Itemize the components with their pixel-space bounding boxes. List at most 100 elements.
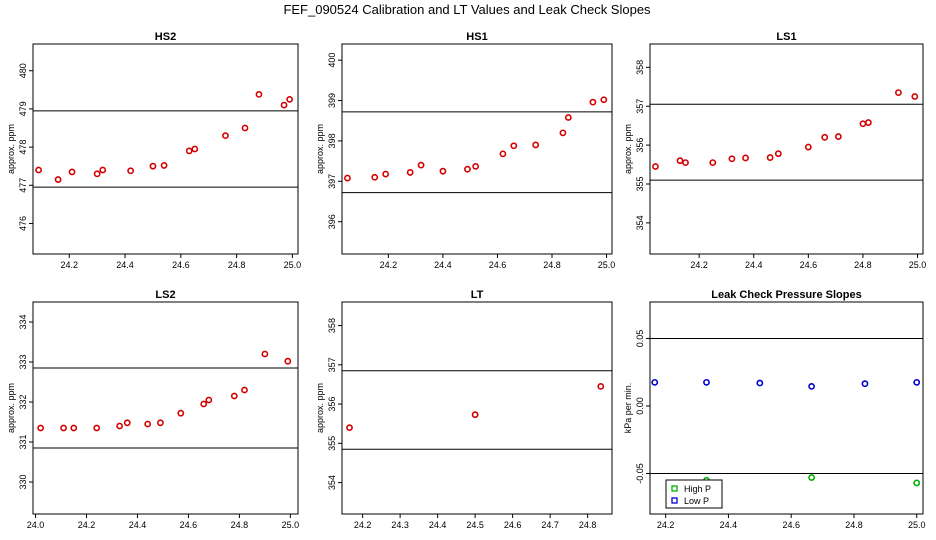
panel-title: LT [471,289,484,301]
data-point [676,157,684,165]
y-axis-label: approx. ppm [6,124,16,174]
x-tick-label: 24.8 [231,520,249,530]
panel-0: HS2 24.2 24.4 24.6 24.8 25.0 476 477 478 479 480 ap… [6,31,301,270]
data-point [865,119,872,126]
plot-frame [649,43,924,255]
x-tick-label: 24.4 [434,260,452,270]
panel-3: LS2 24.0 24.2 24.4 24.6 24.8 25.0 330 331 332 333 3… [6,289,299,530]
y-tick-label: 354 [635,215,645,230]
x-tick-label: 24.4 [745,260,763,270]
x-tick-label: 24.8 [543,260,561,270]
panel-1: HS1 24.2 24.4 24.6 24.8 25.0 396 397 398 399 400 ap… [315,31,615,270]
x-tick-label: 24.7 [541,520,559,530]
data-point [742,154,749,162]
y-tick-label: 398 [327,133,337,148]
data-point [382,170,390,178]
data-point [406,169,414,176]
x-tick-label: 24.6 [782,520,800,530]
x-tick-label: 25.0 [284,260,302,270]
data-point [682,159,689,167]
data-point [116,422,124,430]
y-tick-label: 355 [635,176,645,191]
x-tick-label: 24.4 [129,520,147,530]
y-axis-label: approx. ppm [623,124,633,174]
y-tick-label: 357 [327,357,337,372]
x-tick-label: 24.6 [800,260,818,270]
data-point [60,424,67,432]
x-tick-label: 24.8 [579,520,597,530]
panel-5: Leak Check Pressure Slopes 24.2 24.4 24.6 24… [623,289,925,530]
x-tick-label: 24.4 [116,260,134,270]
data-point [559,129,567,137]
y-tick-label: 479 [18,101,28,116]
data-point [68,168,76,176]
y-axis-label: approx. ppm [315,124,325,174]
y-axis-label: approx. ppm [6,383,16,433]
y-tick-label: 334 [18,314,28,329]
data-point [144,420,152,428]
panel-title: Leak Check Pressure Slopes [711,289,861,301]
y-tick-label: 477 [18,178,28,193]
data-point [510,142,518,150]
x-tick-label: 24.8 [228,260,246,270]
data-point [652,163,659,170]
data-point [160,162,168,169]
x-tick-label: 24.6 [504,520,522,530]
data-point [808,382,816,390]
plot-frame [649,301,924,515]
data-point [177,409,185,417]
data-point [532,141,540,149]
x-tick-label: 24.6 [489,260,507,270]
panel-2: LS1 24.2 24.4 24.6 24.8 25.0 354 355 356 357 358 ap… [623,31,926,270]
data-point [185,147,193,155]
x-tick-label: 25.0 [598,260,616,270]
y-tick-label: -0.05 [635,463,645,484]
panel-title: LS1 [776,31,796,43]
data-point [464,165,471,173]
plot-frame [341,43,613,255]
x-tick-label: 24.0 [27,520,45,530]
data-point [35,166,42,174]
panel-4: LT 24.2 24.3 24.4 24.5 24.6 24.7 24.8 354 355 356 3… [315,289,613,530]
data-point [205,396,213,404]
data-point [346,424,353,432]
x-tick-label: 24.2 [380,260,398,270]
plot-frame [341,301,613,515]
y-tick-label: 0.00 [635,397,645,415]
y-tick-label: 399 [327,93,337,108]
data-point [709,159,717,167]
data-point [861,380,869,388]
x-tick-label: 24.6 [180,520,198,530]
data-point [600,96,608,104]
data-point [774,150,782,158]
legend-label: Low P [684,496,709,506]
plot-frame [32,43,299,255]
x-tick-label: 25.0 [909,260,927,270]
data-point [913,479,921,487]
legend-marker [671,485,678,492]
data-point [728,155,736,163]
y-tick-label: 357 [635,99,645,114]
y-tick-label: 396 [327,214,337,229]
y-axis-label: approx. ppm [315,383,325,433]
y-tick-label: 0.05 [635,330,645,348]
data-point [703,378,710,386]
x-tick-label: 24.6 [172,260,190,270]
data-point [70,424,78,432]
data-point [913,378,921,386]
plot-frame [32,301,299,515]
y-tick-label: 476 [18,216,28,231]
data-point [439,167,447,175]
data-point [564,114,572,121]
x-tick-label: 24.3 [391,520,409,530]
data-point [93,170,101,178]
data-point [230,392,238,400]
data-point [766,154,774,161]
y-tick-label: 356 [327,397,337,412]
data-point [597,383,605,390]
data-point [859,120,867,128]
data-point [157,419,164,427]
y-tick-label: 358 [327,318,337,333]
legend-marker [671,497,678,504]
